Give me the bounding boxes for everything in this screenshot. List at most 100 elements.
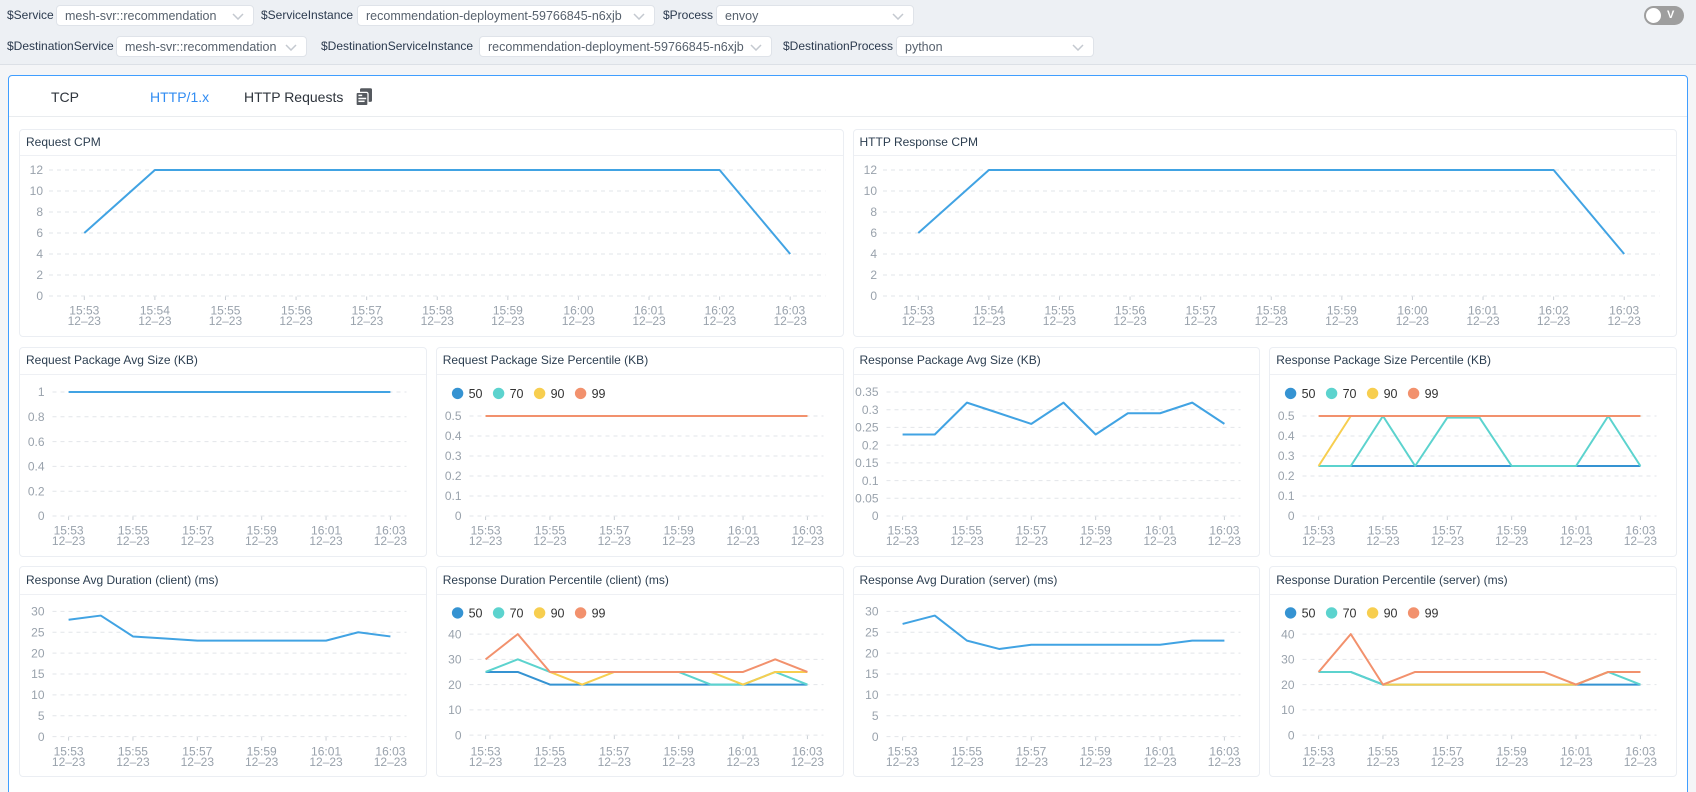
svg-text:0.4: 0.4 [1278,429,1295,443]
svg-text:15:55: 15:55 [1044,303,1074,317]
svg-text:16:03: 16:03 [1609,303,1639,317]
svg-text:0: 0 [455,728,462,742]
svg-text:15:57: 15:57 [599,744,629,758]
svg-text:15:53: 15:53 [887,523,917,537]
svg-text:16:03: 16:03 [775,303,805,317]
svg-text:25: 25 [31,625,45,639]
svg-text:15:53: 15:53 [69,303,99,317]
svg-text:15:58: 15:58 [422,303,452,317]
svg-text:12–23: 12–23 [1014,533,1048,547]
svg-text:12–23: 12–23 [309,533,343,547]
svg-text:0.5: 0.5 [445,409,462,423]
svg-text:8: 8 [870,205,877,219]
svg-text:12–23: 12–23 [1367,533,1401,547]
svg-text:16:01: 16:01 [1145,523,1175,537]
svg-text:0.5: 0.5 [1278,409,1295,423]
svg-text:99: 99 [591,606,605,620]
svg-text:12–23: 12–23 [1325,314,1359,328]
svg-text:30: 30 [1281,652,1295,666]
svg-text:20: 20 [448,677,462,691]
svg-text:15:55: 15:55 [1368,744,1398,758]
svg-text:16:03: 16:03 [1209,523,1239,537]
svg-text:90: 90 [550,606,564,620]
svg-text:12–23: 12–23 [662,533,696,547]
svg-text:0.4: 0.4 [28,459,45,473]
svg-text:15:57: 15:57 [182,523,212,537]
svg-text:15:53: 15:53 [54,744,84,758]
svg-text:12–23: 12–23 [116,755,150,769]
svg-text:12–23: 12–23 [469,533,503,547]
svg-text:12–23: 12–23 [1560,533,1594,547]
svg-text:15:57: 15:57 [1016,523,1046,537]
svg-text:12–23: 12–23 [52,533,86,547]
svg-text:16:00: 16:00 [563,303,593,317]
svg-text:15: 15 [865,667,879,681]
svg-text:15:57: 15:57 [1016,744,1046,758]
svg-text:15:57: 15:57 [599,523,629,537]
svg-text:0.6: 0.6 [28,434,45,448]
svg-text:15:56: 15:56 [1115,303,1145,317]
svg-text:90: 90 [1384,606,1398,620]
svg-text:50: 50 [1302,606,1316,620]
svg-text:16:03: 16:03 [792,744,822,758]
svg-text:12–23: 12–23 [279,314,313,328]
svg-text:16:02: 16:02 [1538,303,1568,317]
svg-text:0.3: 0.3 [861,402,878,416]
svg-text:15:54: 15:54 [973,303,1003,317]
svg-text:16:03: 16:03 [1626,744,1656,758]
svg-text:0.2: 0.2 [28,484,45,498]
svg-text:12–23: 12–23 [181,533,215,547]
svg-text:12–23: 12–23 [1302,533,1336,547]
svg-text:15:55: 15:55 [118,744,148,758]
svg-text:15:57: 15:57 [352,303,382,317]
svg-text:12–23: 12–23 [116,533,150,547]
svg-text:15:53: 15:53 [470,744,500,758]
svg-text:70: 70 [1343,386,1357,400]
svg-text:12–23: 12–23 [1607,314,1641,328]
svg-text:10: 10 [30,184,44,198]
svg-text:12–23: 12–23 [790,533,824,547]
svg-text:12–23: 12–23 [562,314,596,328]
svg-text:10: 10 [863,184,877,198]
svg-text:15:59: 15:59 [1080,744,1110,758]
svg-text:12–23: 12–23 [68,314,102,328]
svg-text:12–23: 12–23 [1143,533,1177,547]
svg-text:0.1: 0.1 [861,473,878,487]
svg-text:40: 40 [448,627,462,641]
svg-text:12–23: 12–23 [245,533,279,547]
svg-text:1: 1 [38,385,45,399]
svg-text:0.1: 0.1 [445,489,462,503]
svg-text:12–23: 12–23 [1254,314,1288,328]
svg-text:0: 0 [871,509,878,523]
svg-text:12–23: 12–23 [1466,314,1500,328]
svg-text:12–23: 12–23 [972,314,1006,328]
svg-text:12–23: 12–23 [1495,533,1529,547]
svg-text:12–23: 12–23 [1014,755,1048,769]
svg-text:15:57: 15:57 [1433,523,1463,537]
svg-text:10: 10 [1281,703,1295,717]
svg-text:12–23: 12–23 [209,314,243,328]
svg-text:30: 30 [448,652,462,666]
svg-text:15:53: 15:53 [54,523,84,537]
svg-text:12–23: 12–23 [1302,755,1336,769]
svg-text:12–23: 12–23 [1207,755,1241,769]
svg-text:15:55: 15:55 [951,523,981,537]
svg-text:12–23: 12–23 [1431,533,1465,547]
svg-text:0.8: 0.8 [28,410,45,424]
svg-text:10: 10 [448,703,462,717]
svg-text:15:53: 15:53 [887,744,917,758]
svg-text:12–23: 12–23 [245,755,279,769]
svg-text:90: 90 [1384,386,1398,400]
svg-text:12–23: 12–23 [1078,533,1112,547]
svg-text:12–23: 12–23 [309,755,343,769]
svg-text:12–23: 12–23 [52,755,86,769]
svg-text:0.2: 0.2 [445,469,462,483]
svg-text:15:53: 15:53 [1304,744,1334,758]
svg-text:16:03: 16:03 [1626,523,1656,537]
svg-text:0: 0 [455,509,462,523]
svg-text:15:59: 15:59 [1080,523,1110,537]
svg-text:0: 0 [38,509,45,523]
svg-text:12–23: 12–23 [662,755,696,769]
svg-text:12–23: 12–23 [1395,314,1429,328]
svg-text:5: 5 [38,708,45,722]
